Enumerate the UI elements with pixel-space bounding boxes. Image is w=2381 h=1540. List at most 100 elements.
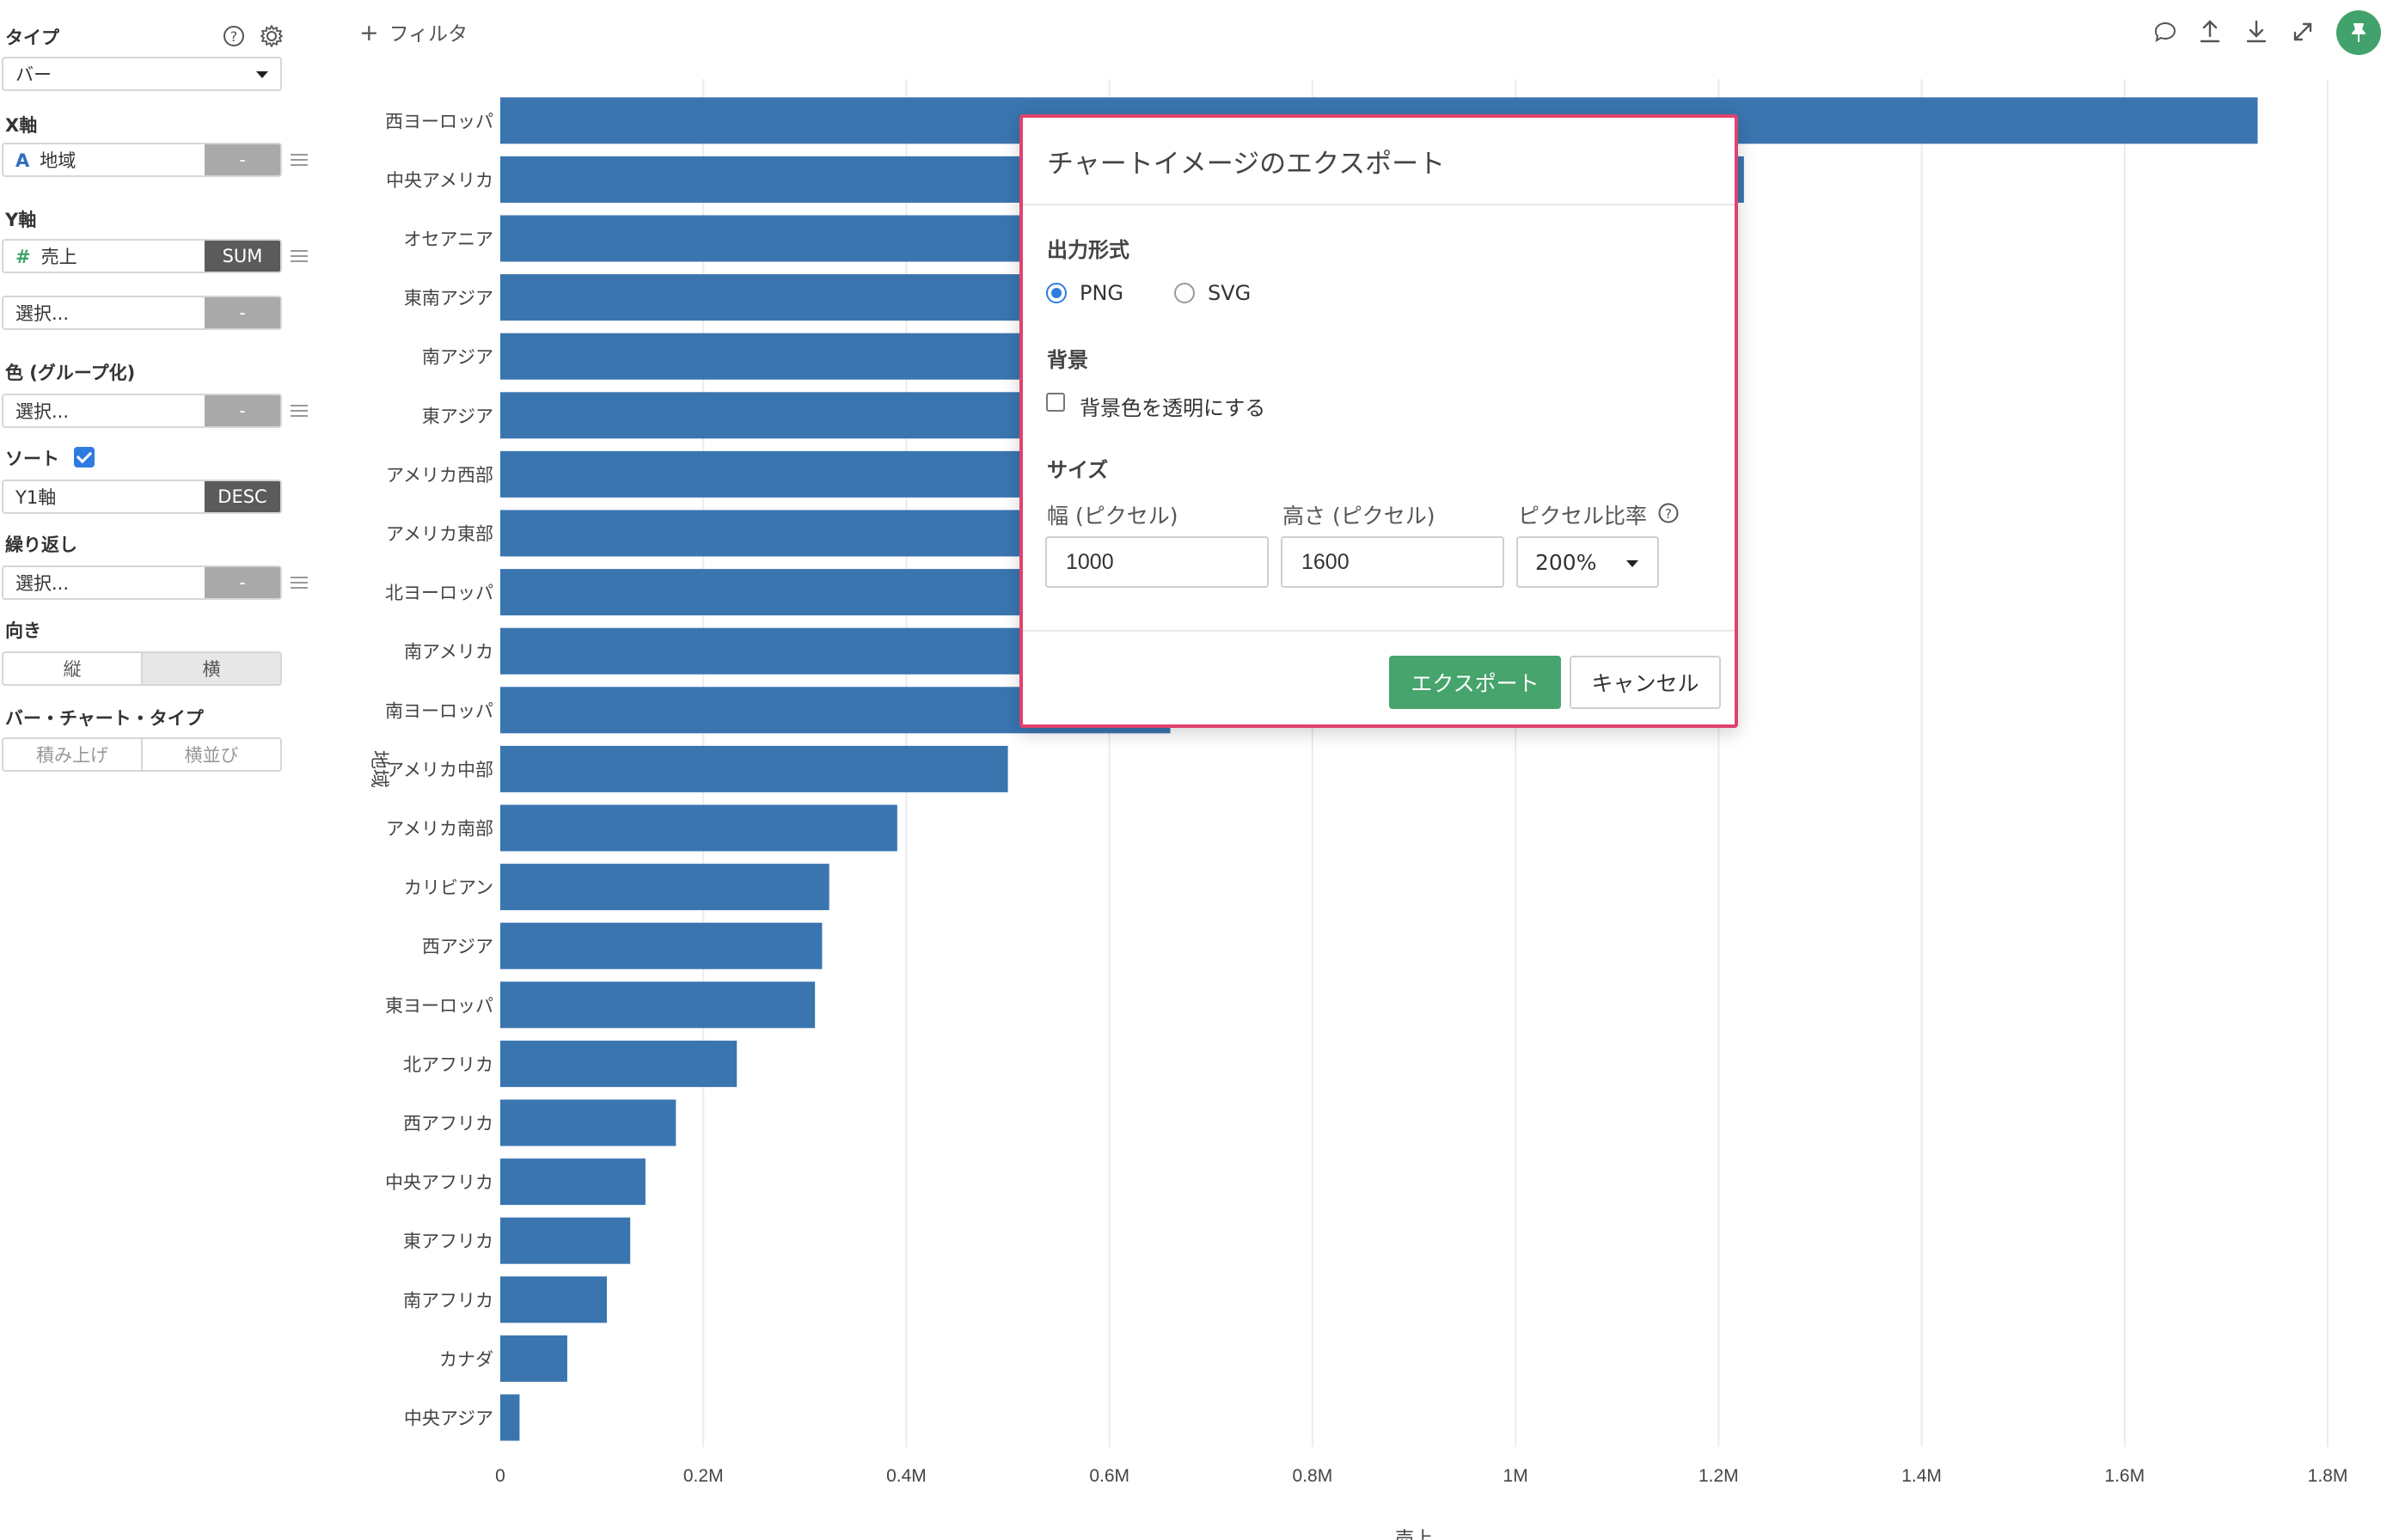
color-group-field[interactable]: 選択... -	[2, 394, 282, 428]
bar	[500, 1099, 676, 1146]
category-label: 東アフリカ	[403, 1231, 493, 1252]
sort-order-toggle[interactable]: DESC	[205, 481, 280, 512]
x-tick-label: 0.8M	[1293, 1466, 1333, 1486]
pin-button[interactable]	[2336, 10, 2381, 55]
category-label: カナダ	[439, 1349, 493, 1370]
download-icon[interactable]	[2242, 17, 2271, 46]
color-group-aggregation[interactable]: -	[205, 395, 280, 426]
bar-type-side-by-side[interactable]: 横並び	[141, 739, 280, 770]
pin-icon	[2352, 23, 2366, 42]
bar	[500, 922, 823, 969]
y-axis-aggregation[interactable]: SUM	[205, 241, 280, 272]
category-label: アメリカ東部	[386, 524, 493, 545]
x-tick-label: 1M	[1503, 1466, 1528, 1486]
chart-settings-sidebar: タイプ ? バー X軸 A 地域 - Y軸 # 売上 SUM 選択... - 色 (…	[0, 0, 327, 1540]
orientation-label: 向き	[5, 620, 41, 641]
export-button[interactable]: エクスポート	[1389, 656, 1561, 709]
bar	[500, 1217, 631, 1264]
pixel-ratio-select[interactable]: 200%	[1516, 536, 1659, 588]
orientation-horizontal[interactable]: 横	[141, 653, 280, 684]
transparent-background-checkbox[interactable]	[1046, 393, 1065, 412]
x-tick-label: 1.2M	[1699, 1466, 1739, 1486]
category-label: 北ヨーロッパ	[385, 583, 493, 603]
bar	[500, 745, 1008, 792]
color-group-label: 色 (グループ化)	[5, 363, 136, 383]
bar	[500, 1040, 738, 1087]
x-tick-label: 0.4M	[886, 1466, 927, 1486]
bar	[500, 981, 816, 1029]
category-label: 東アジア	[422, 406, 493, 426]
help-icon[interactable]: ?	[1657, 502, 1680, 524]
category-label: 北アフリカ	[403, 1054, 493, 1075]
repeat-label: 繰り返し	[5, 535, 77, 555]
y-axis-label: Y軸	[5, 210, 37, 230]
bar-type-stacked[interactable]: 積み上げ	[36, 745, 108, 766]
plus-icon: +	[359, 20, 379, 46]
number-type-icon: #	[15, 247, 31, 267]
width-input[interactable]	[1045, 536, 1269, 588]
bar	[500, 1394, 520, 1441]
output-format-label: 出力形式	[1047, 238, 1129, 262]
drag-handle-icon[interactable]	[291, 405, 308, 417]
category-label: 東南アジア	[404, 288, 493, 309]
background-label: 背景	[1047, 348, 1088, 372]
bar-chart-type-label: バー・チャート・タイプ	[5, 708, 204, 729]
repeat-field[interactable]: 選択... -	[2, 565, 282, 600]
drag-handle-icon[interactable]	[291, 250, 308, 262]
y-axis-second-aggregation[interactable]: -	[205, 297, 280, 328]
x-axis-label: X軸	[5, 115, 38, 136]
y-axis-second-field[interactable]: 選択... -	[2, 296, 282, 330]
filter-label: フィルタ	[389, 23, 468, 46]
orientation-toggle: 縦 横	[2, 651, 282, 686]
sort-checkbox[interactable]	[74, 447, 95, 468]
help-icon[interactable]: ?	[222, 24, 246, 48]
repeat-aggregation[interactable]: -	[205, 567, 280, 598]
svg-text:?: ?	[1665, 506, 1672, 522]
x-tick-label: 1.8M	[2308, 1466, 2348, 1486]
y-axis-title: 地域	[368, 750, 389, 788]
transparent-background-label[interactable]: 背景色を透明にする	[1080, 396, 1266, 420]
x-axis-field-name: 地域	[40, 150, 77, 171]
svg-text:?: ?	[230, 28, 238, 45]
drag-handle-icon[interactable]	[291, 154, 308, 166]
y-axis-field[interactable]: # 売上 SUM	[2, 239, 282, 273]
format-png-radio[interactable]	[1046, 283, 1067, 303]
y-axis-second-placeholder: 選択...	[15, 303, 70, 324]
width-label: 幅 (ピクセル)	[1047, 504, 1178, 529]
category-label: 西ヨーロッパ	[385, 111, 493, 131]
height-input[interactable]	[1281, 536, 1504, 588]
x-tick-label: 1.4M	[1901, 1466, 1942, 1486]
sort-field[interactable]: Y1軸 DESC	[2, 480, 282, 514]
y-axis-field-name: 売上	[40, 247, 77, 267]
bar	[500, 804, 897, 852]
category-label: カリビアン	[404, 877, 493, 898]
pixel-ratio-label: ピクセル比率	[1518, 504, 1648, 529]
x-tick-label: 0	[495, 1466, 505, 1486]
x-tick-label: 1.6M	[2104, 1466, 2145, 1486]
bar	[500, 1335, 567, 1382]
x-axis-aggregation[interactable]: -	[205, 144, 280, 175]
category-label: 中央アジア	[404, 1409, 493, 1429]
drag-handle-icon[interactable]	[291, 577, 308, 589]
format-svg-radio[interactable]	[1174, 283, 1195, 303]
gear-icon[interactable]	[260, 24, 284, 48]
upload-icon[interactable]	[2195, 17, 2225, 46]
add-filter-button[interactable]: + フィルタ	[359, 17, 468, 46]
color-group-placeholder: 選択...	[15, 401, 70, 422]
x-axis-field[interactable]: A 地域 -	[2, 143, 282, 177]
orientation-vertical[interactable]: 縦	[63, 659, 82, 680]
cancel-button[interactable]: キャンセル	[1570, 656, 1721, 709]
chart-type-select[interactable]: バー	[2, 57, 282, 91]
dialog-title: チャートイメージのエクスポート	[1047, 149, 1446, 180]
dialog-header-divider	[1023, 204, 1735, 205]
category-label: 南アジア	[422, 347, 493, 368]
category-label: 南アメリカ	[404, 642, 493, 663]
comment-icon[interactable]	[2151, 17, 2180, 46]
category-label: アメリカ西部	[386, 465, 493, 486]
bar	[500, 864, 829, 911]
category-label: アメリカ南部	[386, 819, 493, 840]
format-png-label[interactable]: PNG	[1080, 281, 1124, 305]
format-svg-label[interactable]: SVG	[1208, 281, 1252, 305]
bar	[500, 1276, 608, 1323]
expand-icon[interactable]	[2288, 17, 2317, 46]
